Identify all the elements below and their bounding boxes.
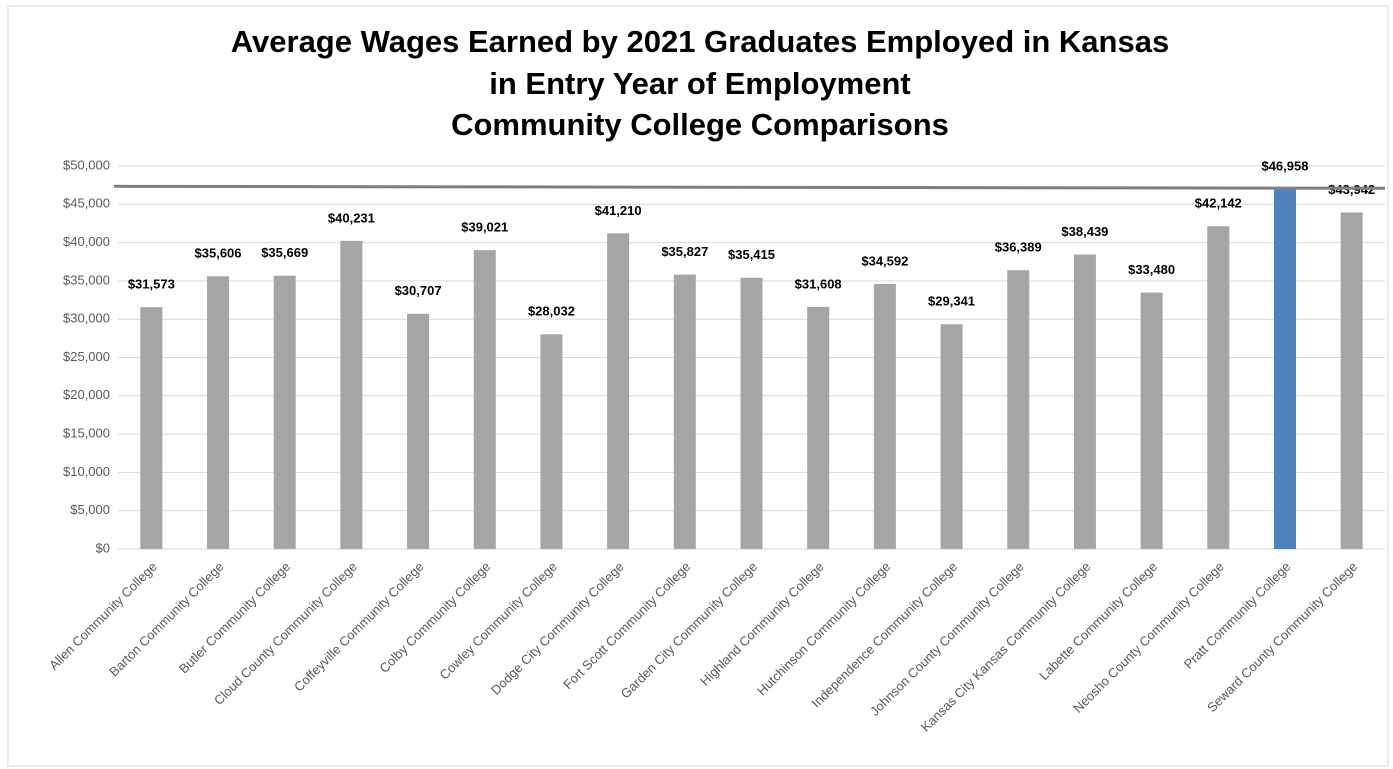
value-label: $36,389 <box>995 240 1042 255</box>
bar <box>1007 270 1030 549</box>
y-tick-label: $5,000 <box>70 502 110 517</box>
value-label: $41,210 <box>595 203 642 218</box>
bar <box>407 313 430 549</box>
bar <box>340 240 363 549</box>
bar <box>940 324 963 549</box>
y-tick-label: $10,000 <box>63 464 110 479</box>
value-label: $28,032 <box>528 304 575 319</box>
value-label: $30,707 <box>395 283 442 298</box>
value-label: $40,231 <box>328 210 375 225</box>
bar <box>1340 212 1363 549</box>
reference-line <box>113 184 1386 190</box>
bar <box>673 274 696 549</box>
bar <box>1073 254 1096 550</box>
value-label: $35,669 <box>261 245 308 260</box>
value-label: $35,827 <box>661 244 708 259</box>
y-tick-label: $25,000 <box>63 349 110 364</box>
chart-title: Average Wages Earned by 2021 Graduates E… <box>231 24 1169 59</box>
value-label: $38,439 <box>1061 224 1108 239</box>
chart-title: Community College Comparisons <box>451 107 949 142</box>
y-tick-label: $45,000 <box>63 196 110 211</box>
value-label: $29,341 <box>928 294 975 309</box>
bar <box>273 275 296 549</box>
y-tick-label: $15,000 <box>63 426 110 441</box>
bar <box>607 233 630 549</box>
value-label: $33,480 <box>1128 262 1175 277</box>
value-label: $31,573 <box>128 277 175 292</box>
y-tick-label: $35,000 <box>63 272 110 287</box>
bar <box>540 334 563 549</box>
bar <box>873 284 896 549</box>
value-label: $46,958 <box>1261 159 1308 174</box>
chart-title: in Entry Year of Employment <box>489 66 910 101</box>
y-tick-label: $30,000 <box>63 311 110 326</box>
y-tick-label: $0 <box>96 540 110 555</box>
bar <box>140 307 163 549</box>
value-label: $35,415 <box>728 247 775 262</box>
bar <box>207 276 230 549</box>
value-label: $31,608 <box>795 276 842 291</box>
bar <box>473 250 496 550</box>
bar <box>740 277 763 549</box>
value-label: $35,606 <box>195 246 242 261</box>
y-tick-label: $20,000 <box>63 387 110 402</box>
y-tick-label: $40,000 <box>63 234 110 249</box>
y-tick-label: $50,000 <box>63 157 110 172</box>
bar <box>1140 292 1163 549</box>
bar <box>807 306 830 549</box>
value-label: $42,142 <box>1195 196 1242 211</box>
bar <box>1273 189 1296 549</box>
value-label: $39,021 <box>461 220 508 235</box>
bar <box>1207 226 1230 550</box>
value-label: $34,592 <box>861 253 908 268</box>
